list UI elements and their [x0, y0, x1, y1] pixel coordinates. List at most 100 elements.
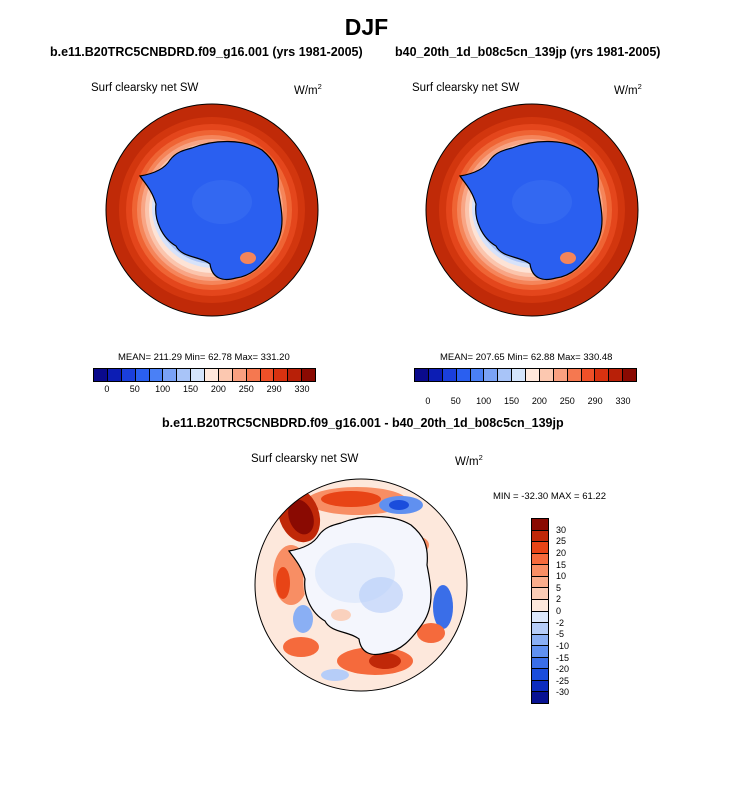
colorbar-tick-label: 150: [183, 384, 199, 394]
diff-colorbar-swatch: [532, 623, 548, 635]
colorbar-swatch: [205, 369, 219, 381]
diff-colorbar: [531, 518, 549, 704]
colorbar-tick-label: 330: [615, 396, 631, 406]
diff-variable-label: Surf clearsky net SW: [251, 453, 359, 465]
diff-colorbar-tick-label: 25: [556, 536, 567, 547]
colorbar-swatch: [512, 369, 526, 381]
diff-colorbar-tick-label: -2: [556, 617, 565, 628]
colorbar-tick-label: 100: [476, 396, 492, 406]
colorbar-swatch: [191, 369, 205, 381]
diff-colorbar-tick-label: 30: [556, 524, 567, 535]
diff-colorbar-tick-label: -30: [556, 687, 570, 698]
diff-colorbar-swatch: [532, 646, 548, 658]
panel2-polar-map: [425, 103, 639, 317]
colorbar-swatch: [553, 369, 568, 381]
diff-colorbar-swatch: [532, 692, 548, 703]
diff-unit-label: W/m2: [455, 453, 483, 468]
colorbar-tick-label: 200: [531, 396, 547, 406]
panel1-case-title: b.e11.B20TRC5CNBDRD.f09_g16.001 (yrs 198…: [50, 45, 363, 59]
colorbar-swatch: [260, 369, 275, 381]
colorbar-swatch: [456, 369, 471, 381]
colorbar-tick-label: 150: [504, 396, 520, 406]
colorbar-swatch: [288, 369, 303, 381]
colorbar-tick-label: 100: [155, 384, 171, 394]
diff-colorbar-tick-label: -20: [556, 664, 570, 675]
diff-colorbar-swatch: [532, 669, 548, 681]
colorbar-swatch: [302, 369, 315, 381]
colorbar-swatch: [581, 369, 596, 381]
panel2-colorbar: [414, 368, 637, 382]
diff-colorbar-tick-label: 5: [556, 582, 562, 593]
diff-colorbar-tick-label: 10: [556, 571, 567, 582]
panel2-stats: MEAN= 207.65 Min= 62.88 Max= 330.48: [440, 352, 613, 363]
diff-colorbar-swatch: [532, 565, 548, 577]
colorbar-swatch: [94, 369, 108, 381]
diff-colorbar-tick-label: 0: [556, 606, 562, 616]
colorbar-tick-label: 200: [210, 384, 226, 394]
colorbar-swatch: [246, 369, 261, 381]
diff-colorbar-tick-label: -25: [556, 675, 570, 686]
panel1-colorbar: [93, 368, 316, 382]
colorbar-tick-label: 290: [266, 384, 282, 394]
colorbar-swatch: [149, 369, 164, 381]
colorbar-tick-label: 250: [238, 384, 254, 394]
diff-colorbar-swatch: [532, 599, 548, 612]
colorbar-swatch: [609, 369, 624, 381]
diff-colorbar-swatch: [532, 553, 548, 566]
diff-colorbar-swatch: [532, 680, 548, 693]
colorbar-tick-label: 0: [425, 396, 431, 406]
colorbar-swatch: [595, 369, 610, 381]
diff-colorbar-tick-label: -15: [556, 652, 570, 663]
colorbar-swatch: [274, 369, 289, 381]
panel1-colorbar-labels: 0 50 100 150 200 250 290 330: [93, 384, 316, 396]
colorbar-swatch: [218, 369, 233, 381]
colorbar-tick-label: 330: [294, 384, 310, 394]
panel2-variable-label: Surf clearsky net SW: [412, 82, 520, 94]
diff-colorbar-swatch: [532, 530, 548, 543]
colorbar-swatch: [415, 369, 429, 381]
colorbar-tick-label: 250: [559, 396, 575, 406]
colorbar-swatch: [135, 369, 150, 381]
diff-colorbar-swatch: [532, 519, 548, 531]
colorbar-swatch: [107, 369, 122, 381]
panel1-polar-map: [105, 103, 319, 317]
colorbar-swatch: [428, 369, 443, 381]
diff-colorbar-tick-label: 15: [556, 559, 567, 570]
diff-colorbar-tick-label: -10: [556, 640, 570, 651]
panel2-unit-label: W/m2: [614, 82, 642, 97]
colorbar-swatch: [498, 369, 513, 381]
diff-colorbar-swatch: [532, 576, 548, 589]
panel1-variable-label: Surf clearsky net SW: [91, 82, 199, 94]
diff-colorbar-tick-label: 20: [556, 547, 567, 558]
colorbar-tick-label: 0: [104, 384, 110, 394]
colorbar-swatch: [442, 369, 457, 381]
diff-colorbar-tick-label: -5: [556, 629, 565, 640]
colorbar-swatch: [539, 369, 554, 381]
colorbar-swatch: [623, 369, 636, 381]
colorbar-swatch: [526, 369, 540, 381]
colorbar-swatch: [470, 369, 485, 381]
panel1-unit-label: W/m2: [294, 82, 322, 97]
colorbar-swatch: [232, 369, 247, 381]
diff-colorbar-swatch: [532, 657, 548, 670]
panel2-case-title: b40_20th_1d_b08c5cn_139jp (yrs 1981-2005…: [395, 45, 661, 59]
colorbar-swatch: [163, 369, 178, 381]
diff-colorbar-swatch: [532, 634, 548, 647]
diff-colorbar-swatch: [532, 611, 548, 624]
colorbar-swatch: [121, 369, 136, 381]
diff-stats: MIN = -32.30 MAX = 61.22: [493, 491, 607, 502]
colorbar-swatch: [177, 369, 192, 381]
colorbar-swatch: [567, 369, 582, 381]
diff-colorbar-swatch: [532, 588, 548, 600]
colorbar-tick-label: 290: [587, 396, 603, 406]
diff-polar-map: [254, 478, 468, 692]
colorbar-swatch: [484, 369, 499, 381]
colorbar-tick-label: 50: [450, 396, 461, 406]
diff-colorbar-labels: 30 25 20 15 10 5 2 0 -2 -5 -10 -15 -20 -25 -30: [556, 518, 586, 704]
diff-colorbar-swatch: [532, 542, 548, 554]
diff-title: b.e11.B20TRC5CNBDRD.f09_g16.001 - b40_20…: [162, 416, 564, 430]
panel2-colorbar-labels: 0 50 100 150 200 250 290 330: [414, 396, 637, 408]
figure-title: DJF: [344, 14, 389, 40]
panel1-stats: MEAN= 211.29 Min= 62.78 Max= 331.20: [118, 352, 290, 363]
colorbar-tick-label: 50: [129, 384, 140, 394]
